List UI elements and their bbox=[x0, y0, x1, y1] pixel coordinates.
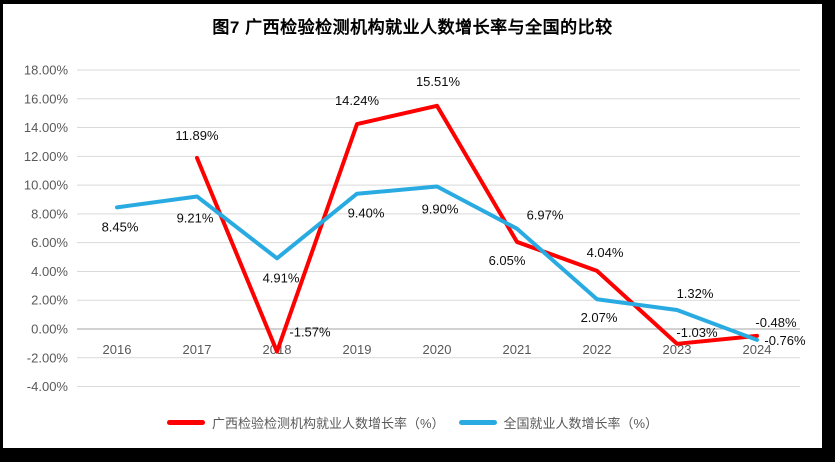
legend-label-national: 全国就业人数增长率（%） bbox=[503, 416, 659, 431]
y-axis-tick-label: 14.00% bbox=[24, 120, 69, 135]
y-axis-tick-label: 8.00% bbox=[31, 206, 68, 221]
data-label: -1.57% bbox=[289, 325, 331, 340]
data-label: 1.32% bbox=[677, 286, 714, 301]
data-label: 4.91% bbox=[263, 270, 300, 285]
y-axis-tick-label: 4.00% bbox=[31, 264, 68, 279]
y-axis-tick-label: -4.00% bbox=[27, 379, 69, 394]
y-axis-tick-label: 6.00% bbox=[31, 235, 68, 250]
legend-line-swatch-blue bbox=[458, 420, 497, 425]
chart-title: 图7 广西检验检测机构就业人数增长率与全国的比较 bbox=[212, 18, 613, 37]
x-axis-tick-label: 2020 bbox=[423, 342, 452, 357]
data-label: 6.97% bbox=[527, 208, 564, 223]
x-axis-tick-label: 2017 bbox=[183, 342, 212, 357]
x-axis-tick-label: 2024 bbox=[743, 342, 772, 357]
plot-area: 18.00% 16.00% 14.00% 12.00% 10.00% 8.00% 6.00%… bbox=[24, 62, 806, 394]
legend-item-guangxi: 广西检验检测机构就业人数增长率（%） bbox=[166, 413, 445, 432]
data-label: 9.90% bbox=[422, 202, 459, 217]
x-axis-tick-label: 2019 bbox=[343, 342, 372, 357]
data-label: 9.40% bbox=[348, 206, 385, 221]
x-axis-tick-label: 2016 bbox=[103, 342, 132, 357]
x-axis-tick-label: 2023 bbox=[663, 342, 692, 357]
y-axis-tick-label: 18.00% bbox=[24, 62, 69, 77]
x-axis-tick-label: 2022 bbox=[583, 342, 612, 357]
data-label: 2.07% bbox=[581, 310, 618, 325]
data-label: 8.45% bbox=[102, 219, 139, 234]
y-axis-tick-label: 10.00% bbox=[24, 178, 69, 193]
series-line-national bbox=[115, 184, 759, 342]
data-label: 15.51% bbox=[416, 74, 461, 89]
y-axis-tick-label: 2.00% bbox=[31, 293, 68, 308]
data-label: 9.21% bbox=[177, 210, 214, 225]
data-label: -1.03% bbox=[676, 325, 718, 340]
y-axis-tick-label: 12.00% bbox=[24, 149, 69, 164]
y-axis-tick-label: -2.00% bbox=[27, 350, 69, 365]
legend-line-swatch-red bbox=[166, 420, 205, 425]
data-label: -0.48% bbox=[755, 315, 797, 330]
data-label: 14.24% bbox=[335, 93, 380, 108]
legend-item-national: 全国就业人数增长率（%） bbox=[458, 413, 659, 432]
y-axis-tick-label: 0.00% bbox=[31, 322, 68, 337]
x-axis-tick-label: 2021 bbox=[503, 342, 532, 357]
data-label: 4.04% bbox=[587, 245, 624, 260]
data-label: 6.05% bbox=[489, 253, 526, 268]
series-line-guangxi bbox=[195, 103, 759, 354]
data-label: 11.89% bbox=[175, 128, 219, 143]
legend-label-guangxi: 广西检验检测机构就业人数增长率（%） bbox=[211, 416, 445, 431]
y-axis-tick-label: 16.00% bbox=[24, 91, 69, 106]
data-label: -0.76% bbox=[764, 333, 806, 348]
chart-canvas: 图7 广西检验检测机构就业人数增长率与全国的比较 18.00% 16.00% 14.… bbox=[3, 4, 822, 448]
chart-legend: 广西检验检测机构就业人数增长率（%） 全国就业人数增长率（%） bbox=[3, 413, 822, 432]
